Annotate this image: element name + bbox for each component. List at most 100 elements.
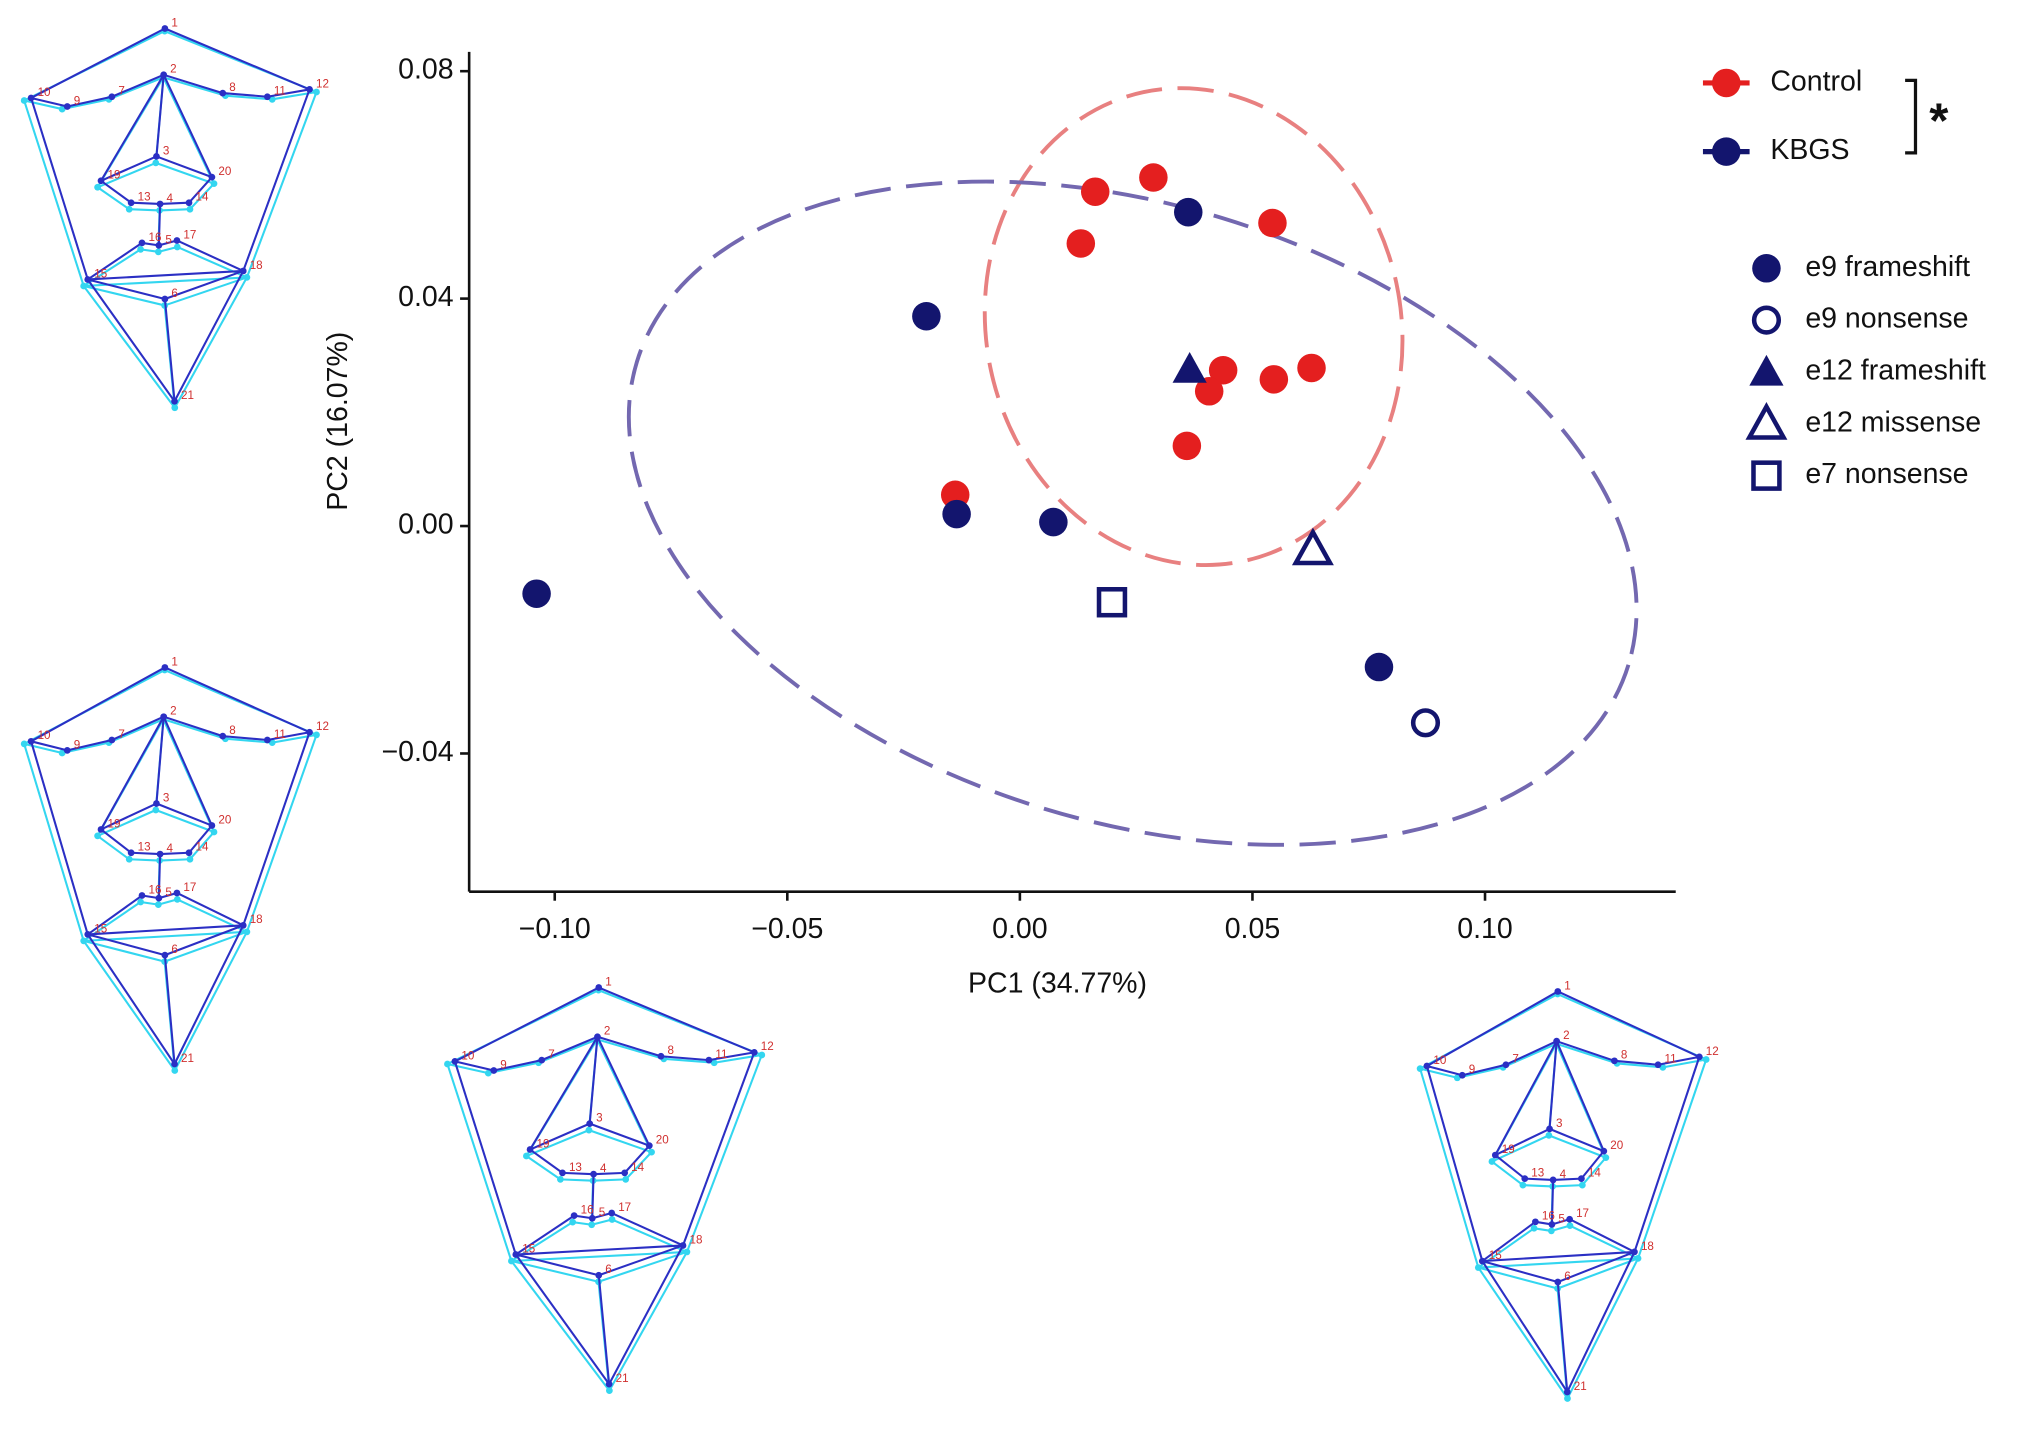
face-landmark [1634,1255,1642,1262]
landmark-label: 6 [171,943,177,956]
landmark-label: 21 [1574,1380,1587,1393]
landmark-label: 1 [1564,979,1570,992]
face-edge [1494,1040,1558,1156]
face-edge [87,269,244,281]
face-edge [97,161,157,189]
face-edge [593,1178,626,1182]
face-edge [164,924,244,957]
face-landmark [710,1059,718,1067]
face-landmark [243,928,251,936]
landmark-label: 5 [1558,1212,1564,1225]
face-landmark [1549,1176,1557,1184]
point [1208,355,1238,385]
face-edge [1580,1150,1605,1180]
face-edge [597,1275,611,1385]
face-edge [159,858,191,862]
landmark-label: 3 [163,144,169,157]
face-edge [1491,1160,1524,1186]
face-edge [100,155,157,182]
landmark-label: 1 [171,16,177,29]
legend-label: e7 nonsense [1805,458,1968,490]
landmark-label: 16 [1542,1210,1555,1223]
face-edge [1548,1041,1558,1129]
face-edge [623,1144,651,1174]
face-landmark [1554,988,1562,995]
face-edge [1494,1154,1526,1180]
face-edge [1502,1042,1557,1069]
face-edge [1553,1177,1582,1181]
face-landmark [152,159,160,167]
y-tick-label: −0.04 [381,736,453,768]
face-edge [188,824,213,854]
face-landmark [594,1033,601,1041]
face-edge [87,278,166,300]
x-tick-label: −0.10 [519,913,591,945]
landmark-label: 9 [74,738,80,751]
face-edge [108,718,164,744]
landmark-label: 18 [689,1233,702,1246]
face-landmark [58,105,66,113]
face-landmark [125,855,133,863]
face-landmark [758,1051,766,1059]
face-landmark [1578,1181,1586,1189]
face-edge [529,1148,564,1174]
face-edge [525,1155,561,1181]
face-edge [30,666,166,743]
face-edge [173,276,248,409]
landmark-label: 13 [138,841,151,854]
face-landmark [63,103,71,110]
face-landmark [173,243,181,251]
face-landmark [156,850,164,858]
face-edge [100,179,132,204]
face-edge [560,1178,594,1182]
face-landmark [27,94,35,102]
face-edge [1557,990,1700,1058]
face-landmark [1458,1071,1466,1079]
face-landmark [444,1060,451,1068]
face-edge [155,161,215,185]
face-edge [160,851,190,856]
face-edge [267,88,310,98]
face-edge [608,1244,684,1385]
face-edge [242,89,311,272]
landmark-label: 2 [170,705,176,718]
point [1172,352,1207,383]
face-edge [598,1244,684,1277]
face-landmark [58,749,66,757]
landmark-label: 5 [165,886,171,899]
landmark-label: 14 [195,841,208,854]
face-edge [593,1171,625,1176]
face-edge [1522,1184,1553,1188]
face-edge [1557,1257,1639,1290]
landmark-label: 7 [548,1048,554,1061]
y-tick-label: 0.08 [398,54,453,86]
face-landmark [523,1152,530,1160]
y-tick-label: 0.00 [398,509,453,541]
face-edge [23,742,63,754]
face-edge [597,1035,662,1058]
face-edge [87,242,143,281]
landmark-label: 20 [1610,1139,1623,1152]
landmark-label: 11 [715,1048,727,1061]
face-edge [23,100,85,287]
face-landmark [94,832,101,840]
face-edge [97,809,157,837]
point [522,579,551,608]
face-landmark [20,97,28,104]
face-landmark [1631,1248,1638,1256]
face-landmark [508,1257,515,1265]
face-landmark [1702,1056,1710,1063]
face-edge [454,1060,495,1072]
legend-symbol [1745,402,1788,440]
face-landmark [1566,1215,1573,1223]
face-edge [708,1051,755,1062]
face-edge [162,74,213,178]
face-landmark [1578,1175,1585,1182]
face-edge [163,73,224,95]
face-edge [163,955,176,1065]
face-landmark [210,828,218,836]
face-landmark [137,246,144,253]
face-edge [1481,1220,1537,1262]
face-edge [596,1036,651,1147]
face-edge [189,182,215,210]
